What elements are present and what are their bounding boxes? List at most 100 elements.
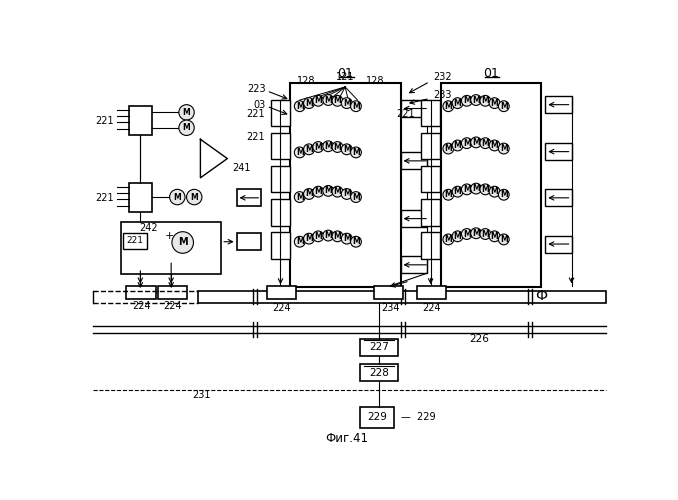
Bar [422,166,440,192]
Text: 221: 221 [247,132,265,142]
Circle shape [313,142,323,152]
Bar [401,100,426,117]
Text: 242: 242 [139,223,157,233]
Bar [158,286,187,298]
Text: 01: 01 [483,68,498,80]
Circle shape [489,186,500,197]
Text: M: M [315,187,322,196]
Bar [271,100,290,126]
Bar [271,133,290,160]
Bar [545,143,572,160]
Bar [266,286,296,298]
Text: M: M [178,238,188,248]
Text: —  229: — 229 [401,412,435,422]
Text: M: M [296,192,304,202]
Bar [360,338,398,355]
Bar [237,233,261,250]
Circle shape [443,234,454,245]
Text: 128: 128 [297,76,315,86]
Circle shape [452,140,463,151]
Circle shape [462,138,472,148]
Text: M: M [324,142,332,150]
Circle shape [471,94,481,106]
Text: M: M [334,187,341,196]
Circle shape [471,183,481,194]
Bar [127,286,156,298]
Text: M: M [454,141,462,150]
Text: M: M [445,102,452,110]
Circle shape [332,186,343,197]
Text: M: M [463,138,471,147]
Text: M: M [481,138,490,147]
Circle shape [452,186,463,197]
Text: M: M [481,185,490,194]
Bar [123,233,146,248]
Text: 229: 229 [367,412,387,422]
Bar [545,96,572,113]
Text: M: M [445,190,452,199]
Text: M: M [305,234,313,243]
Bar [401,152,426,170]
Circle shape [480,228,491,239]
Circle shape [304,144,315,154]
Circle shape [480,184,491,194]
Text: M: M [343,98,351,108]
Text: M: M [352,148,360,157]
Text: 221: 221 [247,109,265,119]
Circle shape [498,234,509,245]
Circle shape [480,96,491,106]
Circle shape [323,186,334,196]
Text: M: M [305,98,313,108]
Text: M: M [463,185,471,194]
Text: 224: 224 [163,302,182,312]
Bar [374,286,403,298]
Text: M: M [352,192,360,202]
Bar [129,106,152,136]
Circle shape [489,98,500,108]
Bar [545,190,572,206]
Text: M: M [182,124,191,132]
Text: M: M [182,108,191,117]
Circle shape [489,140,500,151]
Text: M: M [500,190,508,199]
Text: 226: 226 [469,334,489,344]
Circle shape [443,143,454,154]
Circle shape [341,98,352,108]
Text: M: M [324,96,332,104]
Text: M: M [481,96,490,106]
Bar [271,166,290,192]
Text: M: M [454,98,462,108]
Text: M: M [315,232,322,241]
Text: 121: 121 [336,72,355,82]
Bar [545,236,572,252]
Text: Фиг.41: Фиг.41 [325,432,368,446]
Text: 128: 128 [366,76,384,86]
Text: 224: 224 [422,303,441,313]
Circle shape [304,188,315,200]
Polygon shape [201,140,227,178]
Circle shape [323,141,334,152]
Text: M: M [472,229,480,238]
Circle shape [462,96,472,106]
Circle shape [351,101,361,112]
Circle shape [323,230,334,241]
Text: M: M [491,98,498,108]
Bar [271,232,290,258]
Text: M: M [472,184,480,193]
Bar [237,190,261,206]
Circle shape [313,186,323,197]
Circle shape [480,138,491,148]
Circle shape [186,190,202,205]
Text: M: M [334,96,341,106]
Circle shape [351,236,361,247]
Circle shape [471,137,481,148]
Text: M: M [334,232,341,241]
Text: M: M [491,187,498,196]
Circle shape [313,231,323,241]
Text: M: M [343,190,351,198]
Text: 228: 228 [369,368,389,378]
Text: M: M [445,235,452,244]
Circle shape [462,184,472,194]
Circle shape [351,192,361,202]
Circle shape [498,143,509,154]
